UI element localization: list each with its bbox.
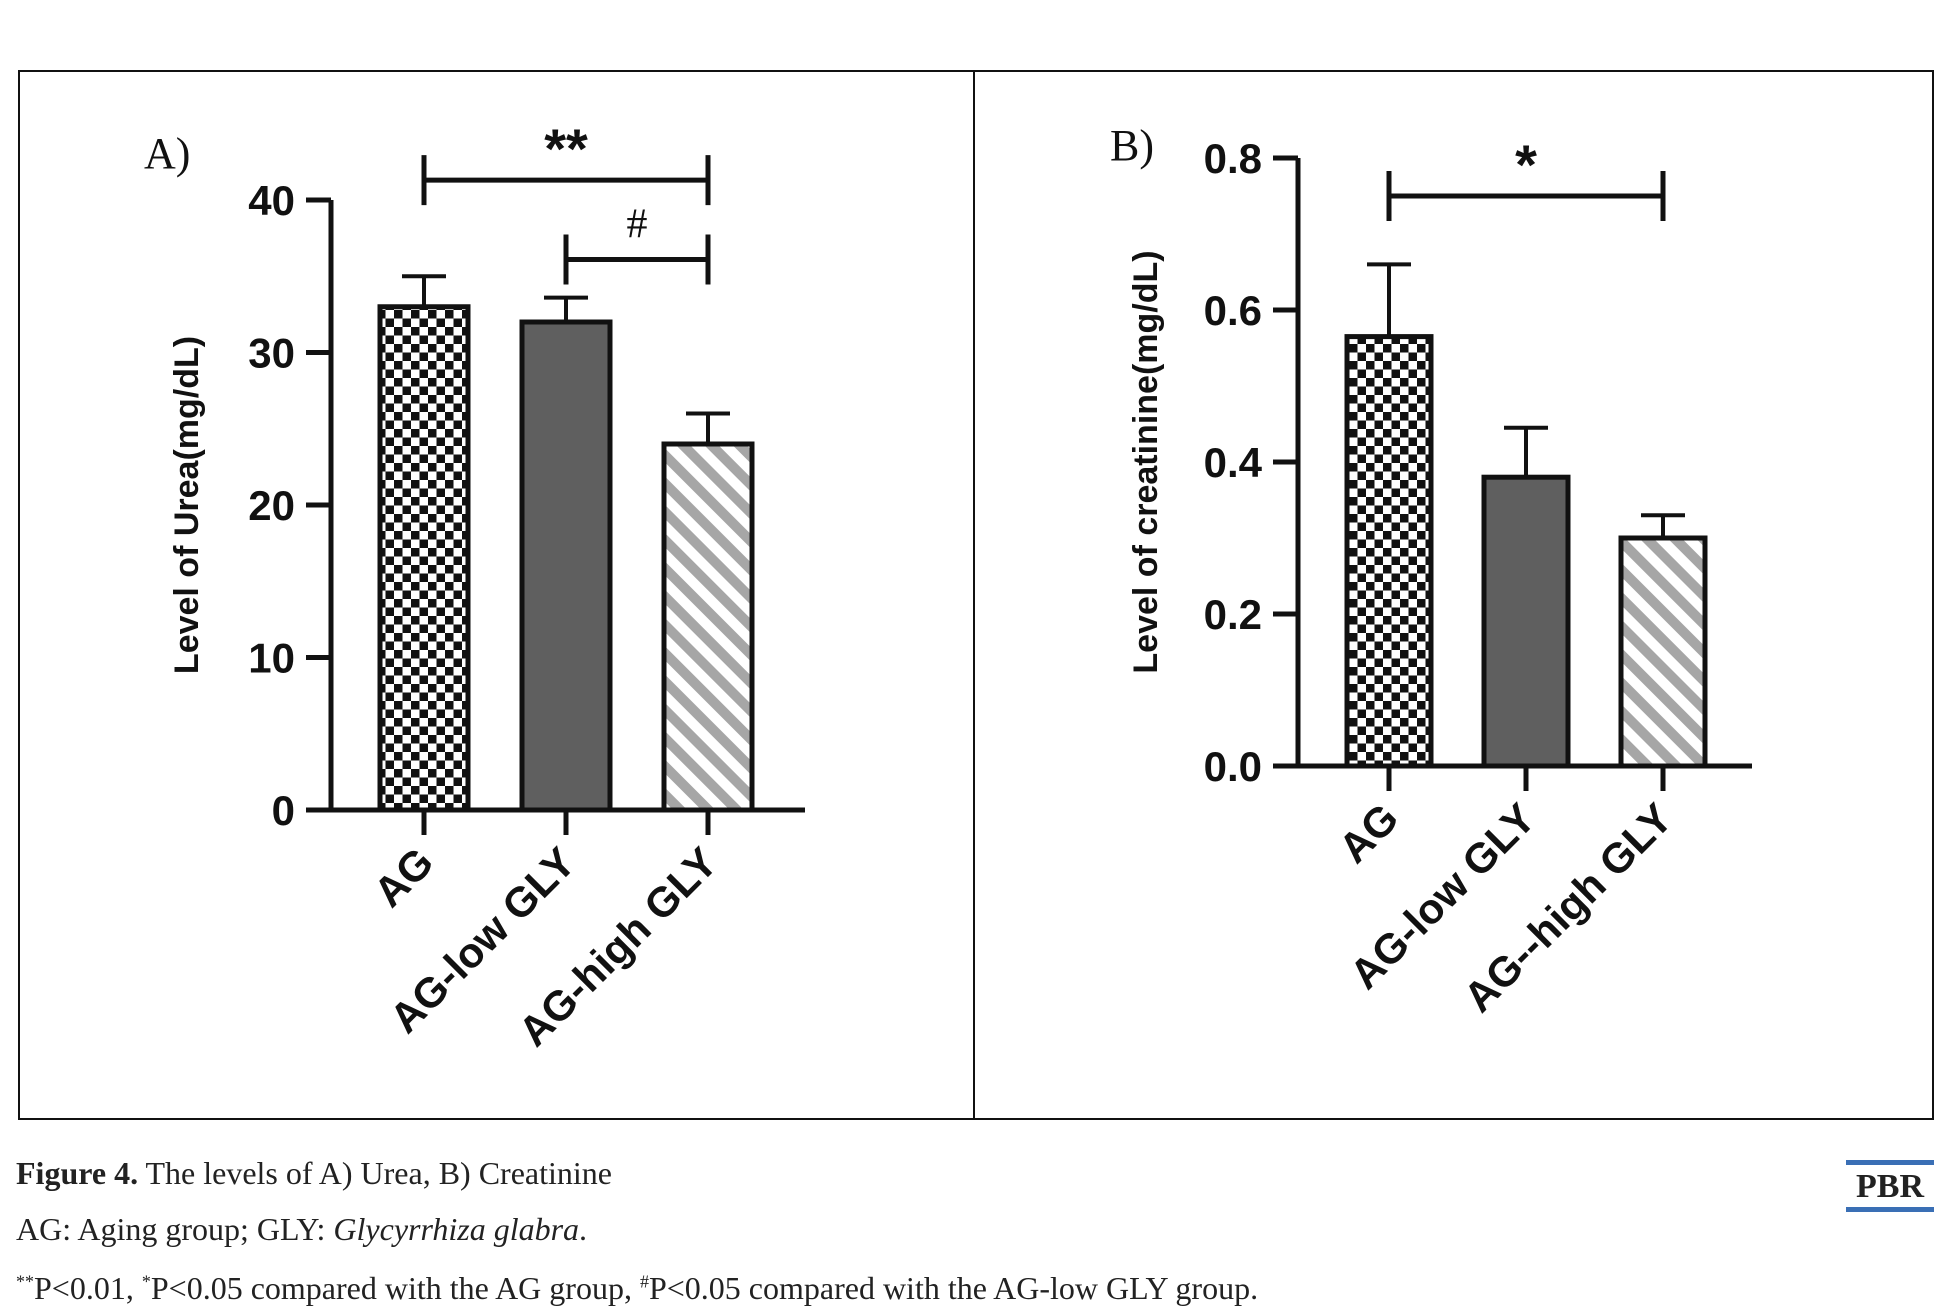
a-y-tick-label: 0	[272, 787, 295, 834]
panel-divider	[973, 70, 975, 1120]
b-y-tick-label: 0.6	[1204, 287, 1262, 334]
b-y-tick-label: 0.2	[1204, 591, 1262, 638]
figure-frame	[18, 70, 1934, 1120]
sig-text-p005-ag: P<0.05 compared with the AG group,	[150, 1270, 640, 1306]
logo-bar-top	[1846, 1160, 1934, 1165]
abbrev-species: Glycyrrhiza glabra	[333, 1211, 580, 1247]
a-bar	[661, 441, 755, 813]
a-y-axis-label: Level of Urea(mg/dL)	[168, 336, 206, 674]
journal-logo: PBR	[1846, 1160, 1934, 1216]
b-panel-label: B)	[1110, 121, 1154, 170]
b-y-axis-label: Level of creatinine(mg/dL)	[1127, 250, 1165, 673]
b-bar	[1481, 474, 1571, 769]
a-y-tick-label: 40	[248, 177, 295, 224]
a-significance-label: **	[544, 117, 588, 180]
sig-mark-double-star: **	[16, 1271, 34, 1292]
a-panel-label: A)	[144, 129, 190, 178]
figure-caption-abbreviations: AG: Aging group; GLY: Glycyrrhiza glabra…	[16, 1211, 587, 1248]
a-y-tick-label: 30	[248, 330, 295, 377]
a-x-tick-label: AG	[365, 838, 443, 916]
sig-text-p005-low: P<0.05 compared with the AG-low GLY grou…	[648, 1270, 1259, 1306]
sig-mark-star: *	[141, 1271, 151, 1292]
b-y-tick-label: 0.0	[1204, 743, 1262, 790]
a-bar	[519, 319, 613, 813]
sig-text-p001: P<0.01,	[34, 1270, 142, 1306]
figure-caption-title: Figure 4. The levels of A) Urea, B) Crea…	[16, 1155, 612, 1192]
b-bar	[1344, 334, 1434, 769]
figure-label: Figure 4.	[16, 1155, 139, 1191]
a-bar	[377, 304, 471, 813]
b-significance-label: *	[1515, 133, 1537, 196]
a-significance-label: #	[627, 201, 648, 247]
b-bar	[1618, 535, 1708, 769]
b-y-tick-label: 0.8	[1204, 135, 1262, 182]
figure-title: The levels of A) Urea, B) Creatinine	[138, 1155, 612, 1191]
a-y-tick-label: 10	[248, 635, 295, 682]
journal-logo-text: PBR	[1856, 1168, 1924, 1205]
creatinine-chart-panel: B) 0.0 0.2 0.4 0.6 0.8 Level of creatinine(mg/…	[1110, 121, 1752, 1021]
a-y-tick-label: 20	[248, 482, 295, 529]
figure-caption-significance: **P<0.01, *P<0.05 compared with the AG g…	[16, 1270, 1258, 1307]
abbrev-suffix: .	[579, 1211, 588, 1247]
sig-mark-hash: #	[639, 1271, 649, 1292]
b-x-tick-label: AG	[1330, 794, 1408, 872]
logo-bar-bottom	[1846, 1207, 1934, 1212]
abbrev-prefix: AG: Aging group; GLY:	[16, 1211, 334, 1247]
b-y-tick-label: 0.4	[1204, 439, 1263, 486]
